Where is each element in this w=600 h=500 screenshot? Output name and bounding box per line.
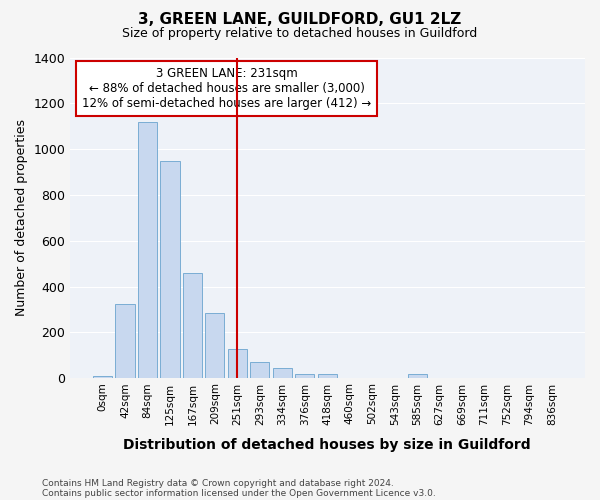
Bar: [295, 374, 314, 378]
Bar: [318, 374, 337, 378]
Bar: [138, 122, 157, 378]
X-axis label: Distribution of detached houses by size in Guildford: Distribution of detached houses by size …: [124, 438, 531, 452]
Bar: [407, 374, 427, 378]
Y-axis label: Number of detached properties: Number of detached properties: [15, 120, 28, 316]
Bar: [93, 376, 112, 378]
Bar: [228, 348, 247, 378]
Text: Size of property relative to detached houses in Guildford: Size of property relative to detached ho…: [122, 28, 478, 40]
Bar: [115, 304, 134, 378]
Text: 3 GREEN LANE: 231sqm
← 88% of detached houses are smaller (3,000)
12% of semi-de: 3 GREEN LANE: 231sqm ← 88% of detached h…: [82, 67, 371, 110]
Bar: [250, 362, 269, 378]
Text: Contains public sector information licensed under the Open Government Licence v3: Contains public sector information licen…: [42, 488, 436, 498]
Bar: [183, 273, 202, 378]
Bar: [273, 368, 292, 378]
Bar: [160, 160, 179, 378]
Text: 3, GREEN LANE, GUILDFORD, GU1 2LZ: 3, GREEN LANE, GUILDFORD, GU1 2LZ: [139, 12, 461, 28]
Text: Contains HM Land Registry data © Crown copyright and database right 2024.: Contains HM Land Registry data © Crown c…: [42, 478, 394, 488]
Bar: [205, 313, 224, 378]
